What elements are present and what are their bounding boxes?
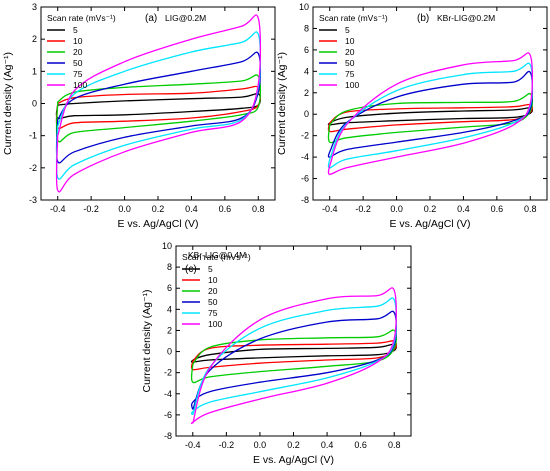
y-tick-label: 3 xyxy=(32,2,37,12)
legend-label-100: 100 xyxy=(345,80,359,90)
x-tick-label: 0.8 xyxy=(524,204,537,214)
y-tick-label: 10 xyxy=(299,2,309,12)
legend-label-20: 20 xyxy=(345,47,355,57)
x-tick-label: 0.6 xyxy=(354,440,367,450)
legend-label-10: 10 xyxy=(345,36,355,46)
legend-label-100: 100 xyxy=(73,80,87,90)
y-tick-label: -6 xyxy=(164,410,172,420)
cv-panel-1: -0.4 -0.2 0.0 0.2 0.4 0.6 0.8 -8 -6 -4 -2 0 2 4 6 8 10 E … xyxy=(276,2,548,230)
y-axis-label: Current density (Ag⁻¹) xyxy=(276,52,288,155)
legend-label-50: 50 xyxy=(208,297,218,307)
cv-panel-2: -0.4 -0.2 0.0 0.2 0.4 0.6 0.8 -8 -6 -4 -2 0 2 4 6 8 10 E … xyxy=(141,241,412,466)
cv-curve-50 xyxy=(190,310,397,410)
x-tick-label: 0.0 xyxy=(118,204,131,214)
y-tick-label: 6 xyxy=(304,45,309,55)
x-tick-label: -0.2 xyxy=(83,204,99,214)
y-tick-label: -8 xyxy=(301,195,309,205)
x-tick-label: -0.2 xyxy=(219,440,235,450)
legend-title: Scan rate (mVs⁻¹) xyxy=(182,252,251,262)
legend-label-10: 10 xyxy=(208,275,218,285)
x-tick-label: -0.4 xyxy=(185,440,201,450)
legend-label-5: 5 xyxy=(73,25,78,35)
legend-label-10: 10 xyxy=(73,36,83,46)
x-tick-label: -0.4 xyxy=(322,204,338,214)
y-tick-label: -4 xyxy=(301,152,309,162)
legend-title: Scan rate (mVs⁻¹) xyxy=(47,13,116,23)
panel-title: LIG@0.2M xyxy=(165,13,206,23)
x-tick-label: -0.4 xyxy=(50,204,66,214)
x-tick-label: 0.8 xyxy=(252,204,265,214)
y-tick-label: 0 xyxy=(32,99,37,109)
legend-title: Scan rate (mVs⁻¹) xyxy=(319,13,388,23)
y-tick-label: -3 xyxy=(29,195,37,205)
y-tick-label: 0 xyxy=(304,109,309,119)
y-tick-label: 2 xyxy=(167,325,172,335)
cv-curve-100 xyxy=(327,52,534,175)
x-tick-label: 0.0 xyxy=(390,204,403,214)
y-tick-label: 4 xyxy=(167,304,172,314)
cv-curve-75 xyxy=(190,297,397,416)
y-tick-label: -2 xyxy=(29,163,37,173)
x-tick-label: 0.8 xyxy=(388,440,401,450)
x-axis-label: E vs. Ag/AgCl (V) xyxy=(389,218,470,230)
legend-label-5: 5 xyxy=(208,264,213,274)
y-axis-label: Current density (Ag⁻¹) xyxy=(2,52,14,155)
y-tick-label: -2 xyxy=(301,131,309,141)
panel-label: (b) xyxy=(417,13,429,24)
legend-label-75: 75 xyxy=(73,69,83,79)
cv-curve-100 xyxy=(190,287,397,425)
x-tick-label: 0.2 xyxy=(287,440,300,450)
x-tick-label: 0.4 xyxy=(321,440,334,450)
legend-label-20: 20 xyxy=(73,47,83,57)
cv-curve-20 xyxy=(55,74,262,143)
cv-curve-20 xyxy=(190,329,397,384)
cv-curve-50 xyxy=(327,70,534,158)
y-tick-label: 10 xyxy=(162,241,172,251)
x-tick-label: 0.4 xyxy=(185,204,198,214)
y-tick-label: 2 xyxy=(32,34,37,44)
legend-label-50: 50 xyxy=(345,58,355,68)
legend-label-50: 50 xyxy=(73,58,83,68)
cv-curve-50 xyxy=(55,51,262,164)
y-tick-label: 1 xyxy=(32,66,37,76)
panel-label: (a) xyxy=(145,13,157,24)
y-tick-label: 8 xyxy=(167,262,172,272)
x-tick-label: 0.6 xyxy=(219,204,232,214)
cv-curve-20 xyxy=(327,92,534,144)
x-tick-label: 0.6 xyxy=(491,204,504,214)
legend-label-100: 100 xyxy=(208,319,222,329)
cv-curve-10 xyxy=(55,85,262,130)
x-tick-label: 0.2 xyxy=(152,204,165,214)
y-tick-label: 6 xyxy=(167,283,172,293)
x-tick-label: 0.0 xyxy=(254,440,267,450)
cv-curve-100 xyxy=(55,14,262,193)
legend-label-75: 75 xyxy=(345,69,355,79)
y-tick-label: 2 xyxy=(304,88,309,98)
cv-curve-75 xyxy=(55,31,262,180)
cv-curve-5 xyxy=(190,343,397,363)
y-tick-label: 4 xyxy=(304,66,309,76)
panel-title: KBr-LIG@0.4M xyxy=(188,250,246,260)
y-tick-label: -1 xyxy=(29,131,37,141)
legend-label-20: 20 xyxy=(208,286,218,296)
x-axis-label: E vs. Ag/AgCl (V) xyxy=(253,454,334,466)
legend-label-5: 5 xyxy=(345,25,350,35)
y-axis-label: Current density (Ag⁻¹) xyxy=(141,290,153,393)
panel-title: KBr-LIG@0.2M xyxy=(437,13,495,23)
legend-label-75: 75 xyxy=(208,308,218,318)
y-tick-label: -6 xyxy=(301,174,309,184)
y-tick-label: -2 xyxy=(164,368,172,378)
x-tick-label: 0.4 xyxy=(457,204,470,214)
panel-label: (c) xyxy=(185,264,197,275)
y-tick-label: 0 xyxy=(167,347,172,357)
y-tick-label: -8 xyxy=(164,431,172,441)
cv-curve-5 xyxy=(55,92,262,120)
x-axis-label: E vs. Ag/AgCl (V) xyxy=(117,218,198,230)
y-tick-label: -4 xyxy=(164,389,172,399)
x-tick-label: -0.2 xyxy=(355,204,371,214)
y-tick-label: 8 xyxy=(304,23,309,33)
cv-panel-0: -0.4 -0.2 0.0 0.2 0.4 0.6 0.8 -3 -2 -1 0 1 2 3 E vs. A… xyxy=(2,2,276,230)
x-tick-label: 0.2 xyxy=(424,204,437,214)
